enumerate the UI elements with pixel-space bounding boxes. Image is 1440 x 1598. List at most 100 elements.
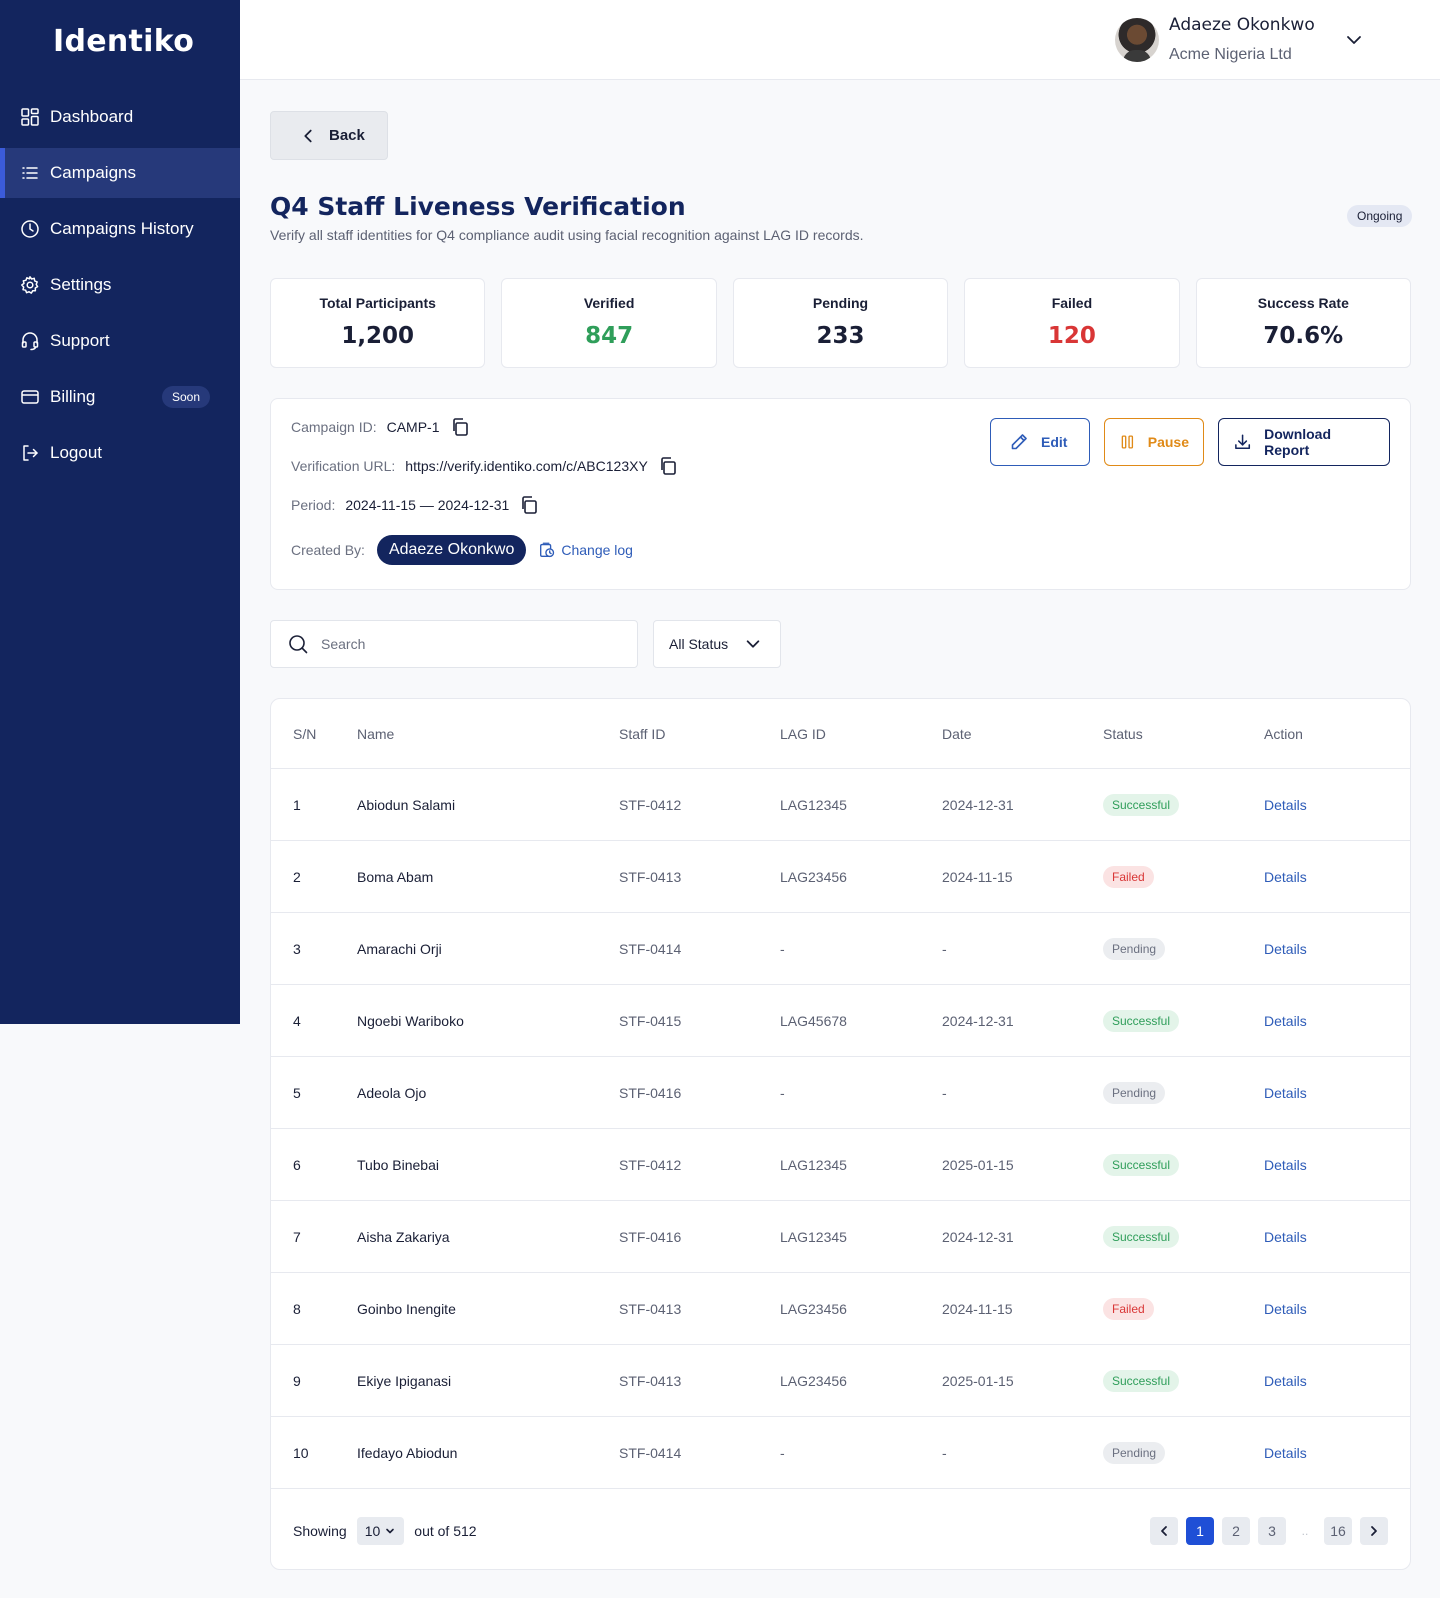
stats-row: Total Participants 1,200 Verified 847 Pe… — [270, 278, 1412, 368]
page-subtitle: Verify all staff identities for Q4 compl… — [270, 227, 864, 243]
cell-sn: 3 — [293, 940, 301, 957]
copy-icon[interactable] — [450, 417, 470, 437]
cell-action: Details — [1264, 1373, 1404, 1389]
cell-name: Tubo Binebai — [357, 1156, 439, 1173]
cell-action: Details — [1264, 1157, 1404, 1173]
cell-sn: 5 — [293, 1084, 301, 1101]
sidebar-item-support[interactable]: Support — [0, 316, 240, 366]
download-label: Download Report — [1264, 426, 1332, 458]
verification-url-value[interactable]: https://verify.identiko.com/c/ABC123XY — [405, 458, 648, 474]
details-link[interactable]: Details — [1264, 1228, 1307, 1245]
table-header: S/N Name Staff ID LAG ID Date Status Act… — [271, 699, 1410, 769]
table-row: 9 Ekiye Ipiganasi STF-0413 LAG23456 2025-01-… — [271, 1345, 1410, 1417]
user-org: Acme Nigeria Ltd — [1169, 46, 1292, 63]
sidebar-item-settings[interactable]: Settings — [0, 260, 240, 310]
top-bar: Adaeze Okonkwo Acme Nigeria Ltd — [240, 0, 1440, 80]
sidebar-item-label: Billing — [50, 387, 96, 406]
clock-icon — [20, 219, 40, 239]
cell-staff-id: STF-0414 — [619, 940, 682, 957]
card-icon — [20, 387, 40, 407]
sidebar-item-billing[interactable]: Billing Soon — [0, 372, 240, 422]
page-button-last[interactable]: 16 — [1324, 1517, 1352, 1545]
sidebar-item-campaigns-history[interactable]: Campaigns History — [0, 204, 240, 254]
cell-lag-id: LAG12345 — [780, 1156, 847, 1173]
next-page-button[interactable] — [1360, 1517, 1388, 1545]
created-by-row: Created By: Adaeze Okonkwo Change log — [291, 535, 633, 565]
per-page-value: 10 — [364, 1523, 381, 1539]
table-footer: Showing 10 out of 512 1 2 3 .. 16 — [271, 1493, 1410, 1569]
cell-sn: 6 — [293, 1156, 301, 1173]
cell-action: Details — [1264, 1445, 1404, 1461]
cell-staff-id: STF-0415 — [619, 1012, 682, 1029]
details-link[interactable]: Details — [1264, 1300, 1307, 1317]
page-button-1[interactable]: 1 — [1186, 1517, 1214, 1545]
cell-lag-id: - — [780, 1444, 785, 1461]
cell-date: 2024-11-15 — [942, 1300, 1013, 1317]
table-row: 5 Adeola Ojo STF-0416 - - Pending Details — [271, 1057, 1410, 1129]
cell-staff-id: STF-0414 — [619, 1444, 682, 1461]
details-link[interactable]: Details — [1264, 1156, 1307, 1173]
cell-staff-id: STF-0416 — [619, 1228, 682, 1245]
cell-sn: 2 — [293, 868, 301, 885]
table-row: 7 Aisha Zakariya STF-0416 LAG12345 2024-12-3… — [271, 1201, 1410, 1273]
cell-lag-id: LAG45678 — [780, 1012, 847, 1029]
status-filter-dropdown[interactable]: All Status — [653, 620, 781, 668]
column-header: Action — [1264, 725, 1303, 742]
details-link[interactable]: Details — [1264, 796, 1307, 813]
download-report-button[interactable]: Download Report — [1218, 418, 1390, 466]
search-input[interactable] — [321, 636, 621, 652]
stat-card-failed: Failed 120 — [964, 278, 1180, 368]
chevron-down-icon — [386, 1528, 395, 1534]
search-field[interactable] — [270, 620, 638, 668]
cell-lag-id: LAG12345 — [780, 796, 847, 813]
stat-value: 847 — [585, 323, 634, 349]
chevron-down-icon[interactable] — [1344, 30, 1364, 50]
app-logo[interactable]: Identiko — [53, 24, 195, 59]
cell-staff-id: STF-0412 — [619, 1156, 682, 1173]
details-link[interactable]: Details — [1264, 940, 1307, 957]
pause-button[interactable]: Pause — [1104, 418, 1204, 466]
copy-icon[interactable] — [519, 495, 539, 515]
sidebar-item-label: Dashboard — [50, 107, 134, 126]
cell-action: Details — [1264, 869, 1404, 885]
avatar[interactable] — [1115, 18, 1159, 62]
stat-label: Success Rate — [1257, 295, 1349, 311]
cell-date: 2025-01-15 — [942, 1372, 1014, 1389]
per-page-select[interactable]: 10 — [356, 1517, 405, 1545]
status-badge: Ongoing — [1347, 205, 1413, 227]
cell-name: Amarachi Orji — [357, 940, 442, 957]
back-button[interactable]: Back — [270, 111, 388, 160]
details-link[interactable]: Details — [1264, 868, 1307, 885]
list-icon — [20, 163, 40, 183]
sidebar-item-campaigns[interactable]: Campaigns — [0, 148, 240, 198]
history-icon — [540, 542, 555, 558]
cell-date: - — [942, 1444, 947, 1461]
created-by-label: Created By: — [291, 542, 365, 558]
cell-name: Aisha Zakariya — [357, 1228, 450, 1245]
cell-status: Successful — [1103, 1225, 1264, 1248]
stat-label: Total Participants — [319, 295, 436, 311]
edit-button[interactable]: Edit — [990, 418, 1090, 466]
cell-lag-id: LAG23456 — [780, 1300, 847, 1317]
copy-icon[interactable] — [658, 456, 678, 476]
table-row: 8 Goinbo Inengite STF-0413 LAG23456 2024-11-… — [271, 1273, 1410, 1345]
page-button-3[interactable]: 3 — [1258, 1517, 1286, 1545]
sidebar-nav: Dashboard Campaigns Campaigns History Se… — [0, 92, 240, 484]
sidebar-item-logout[interactable]: Logout — [0, 428, 240, 478]
verification-url-label: Verification URL: — [291, 458, 396, 474]
details-link[interactable]: Details — [1264, 1012, 1307, 1029]
details-link[interactable]: Details — [1264, 1372, 1307, 1389]
page-button-2[interactable]: 2 — [1222, 1517, 1250, 1545]
sidebar-item-label: Settings — [50, 275, 112, 294]
prev-page-button[interactable] — [1150, 1517, 1178, 1545]
details-link[interactable]: Details — [1264, 1084, 1307, 1101]
cell-lag-id: LAG12345 — [780, 1228, 847, 1245]
cell-action: Details — [1264, 1085, 1404, 1101]
showing-label: Showing — [293, 1523, 347, 1539]
change-log-link[interactable]: Change log — [538, 541, 633, 559]
cell-date: 2024-12-31 — [942, 1012, 1014, 1029]
sidebar-item-dashboard[interactable]: Dashboard — [0, 92, 240, 142]
cell-name: Abiodun Salami — [357, 796, 456, 813]
details-link[interactable]: Details — [1264, 1444, 1307, 1461]
sidebar: Identiko Dashboard Campaigns Campaigns H… — [0, 0, 240, 1024]
